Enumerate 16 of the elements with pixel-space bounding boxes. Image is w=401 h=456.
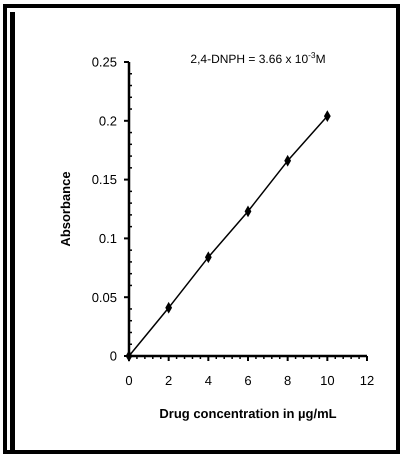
x-tick-label: 6 — [244, 373, 252, 388]
y-axis-title: Absorbance — [58, 171, 73, 247]
x-tick-label: 4 — [204, 373, 212, 388]
x-tick-label: 8 — [284, 373, 292, 388]
annotation: 2,4-DNPH = 3.66 x 10$^{-3}$M — [190, 50, 326, 66]
x-axis-title: Drug concentration in µg/mL — [159, 406, 337, 421]
y-tick-label: 0.05 — [92, 290, 117, 305]
y-tick-label: 0.25 — [92, 54, 117, 70]
y-tick-label: 0.2 — [98, 113, 117, 128]
x-tick-label: 10 — [320, 373, 335, 388]
y-tick-label: 0.1 — [98, 230, 117, 246]
y-tick-label: 0.15 — [92, 172, 117, 188]
y-tick-label: 0 — [110, 348, 117, 364]
x-tick-label: 12 — [360, 373, 374, 388]
x-tick-label: 0 — [125, 373, 133, 388]
x-tick-label: 2 — [165, 373, 172, 388]
